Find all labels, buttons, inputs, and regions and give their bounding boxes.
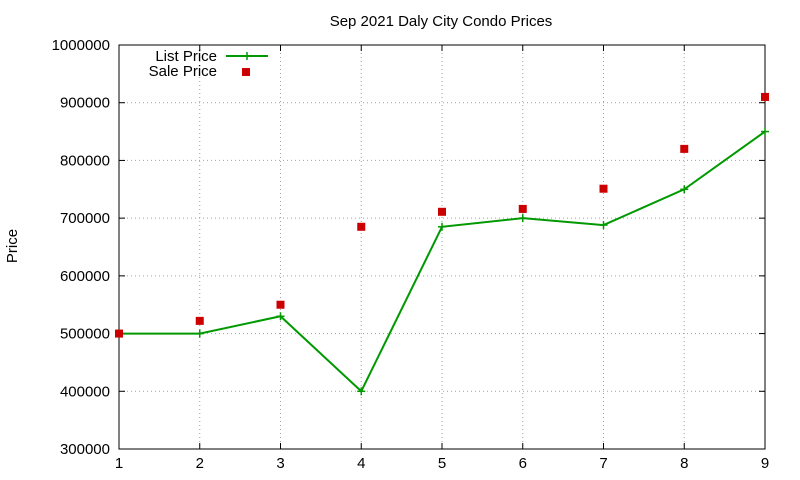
y-tick-label: 500000 [60, 326, 110, 343]
legend: List Price Sale Price [149, 48, 268, 80]
sale-price-point [599, 184, 608, 193]
x-tick-label: 4 [357, 455, 365, 472]
sale-price-point [518, 204, 527, 213]
y-tick-label: 800000 [60, 152, 110, 169]
legend-marker-sale-price [242, 68, 250, 76]
sale-price-point [357, 222, 366, 231]
list-price-point [357, 387, 366, 396]
sale-price-point [438, 207, 446, 216]
list-price-point [276, 312, 285, 321]
sale-price-point [761, 92, 769, 101]
legend-label-sale-price: Sale Price [149, 63, 217, 80]
plot-frame [118, 44, 766, 450]
legend-plus-marker [243, 52, 251, 60]
legend-marker-list-price [243, 52, 251, 60]
x-tick-label: 2 [196, 455, 204, 472]
list-price-point [761, 127, 769, 136]
list-price-point [680, 185, 689, 194]
x-tick-label: 1 [115, 455, 123, 472]
chart-title: Sep 2021 Daly City Condo Prices [330, 13, 553, 30]
list-price-point [438, 222, 446, 231]
x-tick-label: 3 [276, 455, 284, 472]
sale-price-point [680, 144, 689, 153]
x-tick-label: 7 [599, 455, 607, 472]
sale-price-point [276, 300, 285, 309]
x-tick-label: 6 [519, 455, 527, 472]
y-tick-label: 400000 [60, 383, 110, 400]
x-tick-label: 8 [680, 455, 688, 472]
axis-ticks: 300000 400000 500000 600000 700000 800000 9000… [52, 37, 770, 472]
y-tick-label: 300000 [60, 441, 110, 458]
grid-lines [119, 45, 765, 449]
legend-label-list-price: List Price [155, 48, 217, 65]
sale-price-point [115, 329, 123, 338]
x-tick-label: 9 [761, 455, 769, 472]
y-tick-label: 1000000 [52, 37, 110, 54]
list-price-point [599, 221, 608, 230]
x-tick-label: 5 [438, 455, 446, 472]
y-tick-label: 700000 [60, 210, 110, 227]
y-tick-label: 600000 [60, 268, 110, 285]
list-price-point [518, 214, 527, 223]
data-series [115, 92, 769, 396]
y-tick-label: 900000 [60, 95, 110, 112]
list-price-point [195, 329, 204, 338]
y-axis-label: Price [4, 229, 21, 263]
sale-price-point [195, 316, 204, 325]
